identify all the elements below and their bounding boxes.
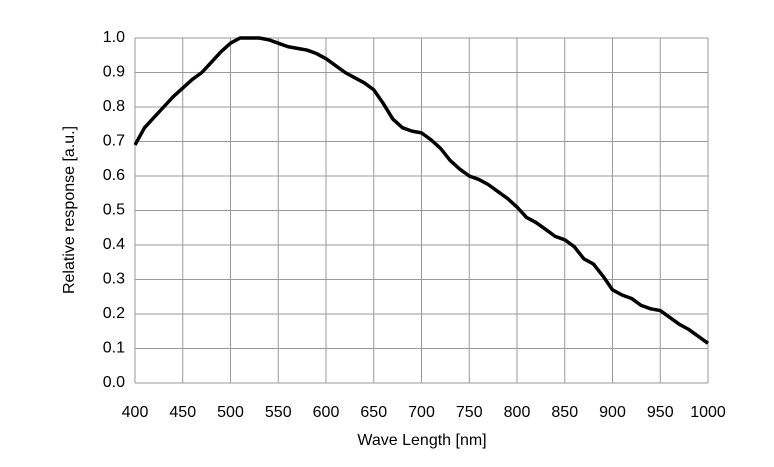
x-tick-label: 450 xyxy=(169,404,196,421)
x-tick-label: 600 xyxy=(313,404,340,421)
x-tick-label: 1000 xyxy=(690,404,726,421)
x-tick-label: 850 xyxy=(551,404,578,421)
x-tick-label: 700 xyxy=(408,404,435,421)
x-tick-label: 400 xyxy=(122,404,149,421)
x-tick-label: 800 xyxy=(504,404,531,421)
y-tick-label: 0.3 xyxy=(103,271,125,288)
y-tick-label: 0.7 xyxy=(103,133,125,150)
x-tick-label: 550 xyxy=(265,404,292,421)
y-tick-label: 0.4 xyxy=(103,236,125,253)
y-tick-label: 0.5 xyxy=(103,202,125,219)
y-tick-label: 0.2 xyxy=(103,305,125,322)
y-tick-label: 0.0 xyxy=(103,374,125,391)
y-axis-label: Relative response [a.u.] xyxy=(61,126,78,294)
y-tick-label: 0.1 xyxy=(103,340,125,357)
y-tick-label: 0.8 xyxy=(103,98,125,115)
y-tick-label: 0.9 xyxy=(103,64,125,81)
x-tick-label: 950 xyxy=(647,404,674,421)
y-tick-label: 1.0 xyxy=(103,29,125,46)
x-tick-label: 750 xyxy=(456,404,483,421)
x-tick-label: 500 xyxy=(217,404,244,421)
y-tick-label: 0.6 xyxy=(103,167,125,184)
x-axis-label: Wave Length [nm] xyxy=(357,432,486,449)
x-tick-label: 900 xyxy=(599,404,626,421)
data-line xyxy=(133,36,710,345)
x-tick-label: 650 xyxy=(360,404,387,421)
